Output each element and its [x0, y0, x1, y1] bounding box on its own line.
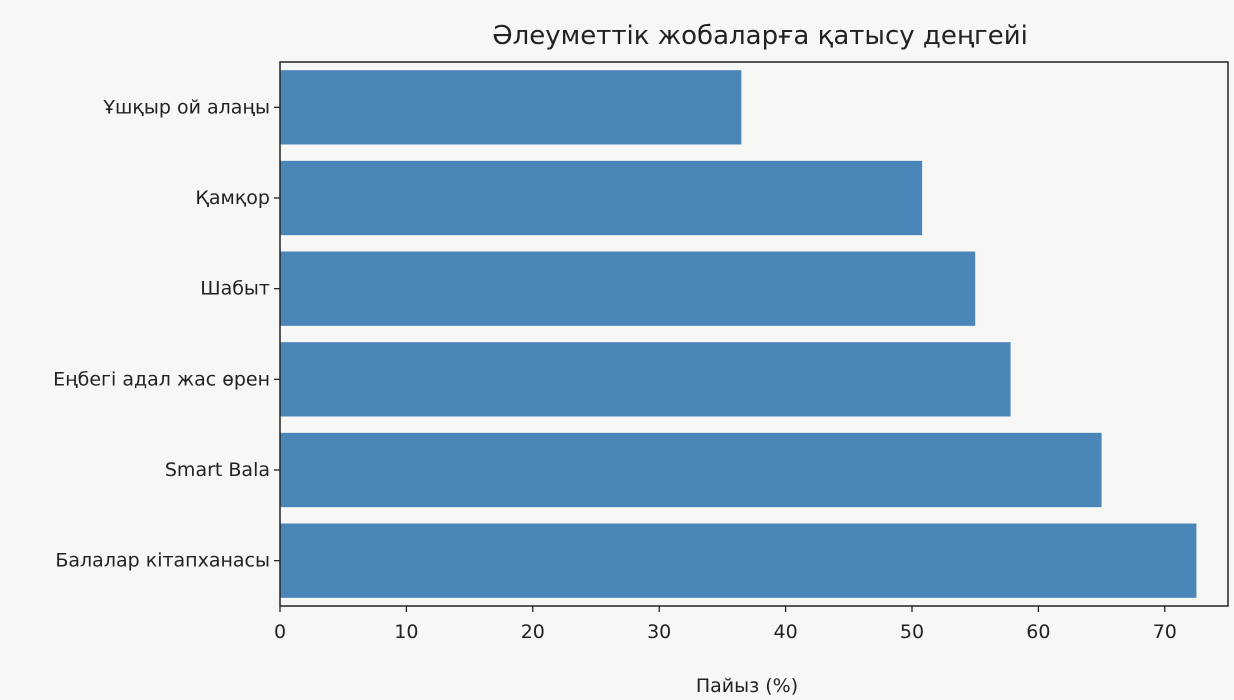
x-tick-label: 70 — [1153, 621, 1177, 643]
x-tick-label: 30 — [647, 621, 671, 643]
y-axis: Ұшқыр ой алаңы Қамқор Шабыт Еңбегі адал жас… — [53, 96, 280, 572]
bar — [280, 160, 923, 236]
x-tick-label: 10 — [394, 621, 418, 643]
y-tick-label: Ұшқыр ой алаңы — [102, 96, 270, 118]
bar — [280, 342, 1011, 417]
x-axis: 0 10 20 30 40 50 60 70 — [274, 606, 1177, 643]
x-tick-label: 0 — [274, 621, 286, 643]
y-tick-label: Қамқор — [195, 187, 270, 209]
y-tick-label: Шабыт — [200, 278, 270, 300]
x-axis-title: Пайыз (%) — [696, 675, 798, 697]
bars-group — [280, 70, 1197, 598]
x-tick-label: 60 — [1026, 621, 1050, 643]
chart-title: Әлеуметтік жобаларға қатысу деңгейі — [492, 21, 1028, 51]
bar — [280, 70, 742, 145]
y-tick-label: Smart Bala — [165, 459, 270, 481]
bar — [280, 432, 1102, 508]
bar — [280, 251, 976, 326]
y-tick-label: Балалар кітапханасы — [55, 550, 270, 572]
plot-frame — [279, 61, 1229, 607]
x-tick-label: 40 — [774, 621, 798, 643]
bar — [280, 523, 1197, 598]
x-tick-label: 20 — [521, 621, 545, 643]
y-tick-label: Еңбегі адал жас өрен — [53, 368, 270, 390]
x-tick-label: 50 — [900, 621, 924, 643]
